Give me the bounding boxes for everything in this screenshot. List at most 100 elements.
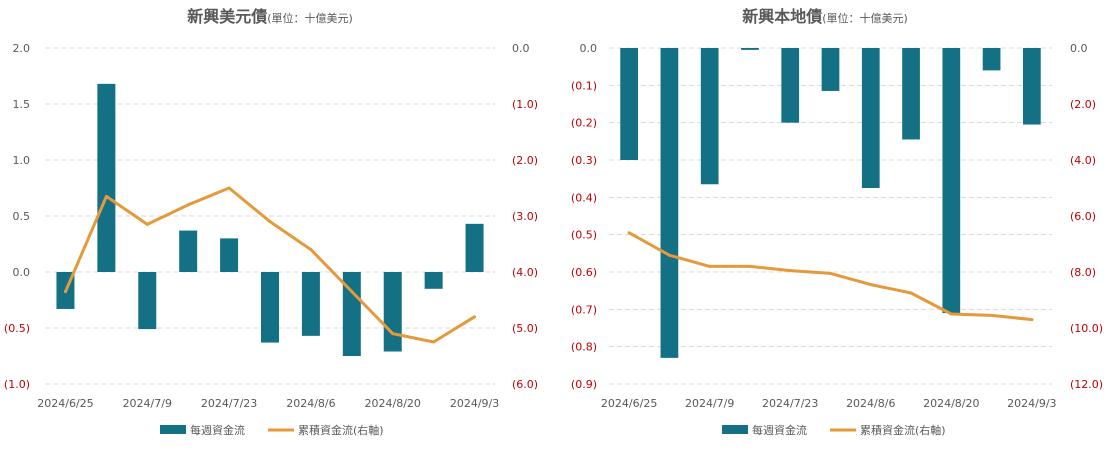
bar-weekly-flow xyxy=(138,272,157,330)
bar-weekly-flow xyxy=(220,238,239,272)
line-point-cumulative-flow xyxy=(708,264,712,268)
x-tick-label: 2024/7/9 xyxy=(123,397,172,410)
y-tick-label-left: (1.0) xyxy=(4,378,30,391)
y-tick-label-left: (0.8) xyxy=(571,341,597,354)
legend: 每週資金流 累積資金流(右軸) xyxy=(722,423,946,437)
x-tick-label: 2024/6/25 xyxy=(37,397,93,410)
y-tick-label-left: (0.9) xyxy=(571,378,597,391)
legend-label-bar: 每週資金流 xyxy=(190,423,245,437)
x-tick-label: 2024/6/25 xyxy=(601,397,657,410)
chart-svg-left: 新興美元債(單位：十億美元) 2.0 1.5 1.0 0.5 0.0 (0.5) (1.0) 0… xyxy=(4,7,538,437)
line-point-cumulative-flow xyxy=(145,222,149,226)
x-tick-label: 2024/8/6 xyxy=(286,397,335,410)
bar-weekly-flow xyxy=(301,272,320,336)
bar-weekly-flow xyxy=(424,272,443,289)
y-tick-label-left: (0.5) xyxy=(571,229,597,242)
y-tick-label-left: (0.5) xyxy=(4,322,30,335)
bar-weekly-flow xyxy=(982,48,1001,71)
line-point-cumulative-flow xyxy=(949,312,953,316)
y-tick-label-right: (8.0) xyxy=(1070,266,1096,279)
x-tick-label: 2024/8/20 xyxy=(365,397,421,410)
x-tick-label: 2024/7/23 xyxy=(762,397,818,410)
line-point-cumulative-flow xyxy=(104,194,108,198)
y-tick-label-right: 0.0 xyxy=(1070,42,1088,55)
chart-title: 新興本地債(單位：十億美元) xyxy=(742,7,908,26)
legend-label-line: 累積資金流(右軸) xyxy=(298,423,384,437)
chart-svg-right: 新興本地債(單位：十億美元) 0.0 (0.1) (0.2) (0.3) (0.4) (0.… xyxy=(571,7,1103,437)
line-point-cumulative-flow xyxy=(391,332,395,336)
y-tick-label-right: (5.0) xyxy=(512,322,538,335)
line-point-cumulative-flow xyxy=(990,313,994,317)
chart-subtitle: (單位：十億美元) xyxy=(822,11,908,25)
y-tick-label-right: (10.0) xyxy=(1070,322,1103,335)
bar-weekly-flow xyxy=(660,48,679,358)
y-tick-label-left: (0.3) xyxy=(571,154,597,167)
bar-weekly-flow xyxy=(781,48,800,123)
y-tick-label-right: (4.0) xyxy=(1070,154,1096,167)
y-tick-label-left: (0.7) xyxy=(571,303,597,316)
y-tick-label-left: (0.2) xyxy=(571,117,597,130)
chart-emerging-local-bonds: 新興本地債(單位：十億美元) 0.0 (0.1) (0.2) (0.3) (0.4) (0.… xyxy=(557,0,1114,452)
line-point-cumulative-flow xyxy=(1030,318,1034,322)
chart-title-main: 新興本地債 xyxy=(742,7,822,26)
line-point-cumulative-flow xyxy=(350,290,354,294)
line-point-cumulative-flow xyxy=(186,203,190,207)
line-point-cumulative-flow xyxy=(869,283,873,287)
y-tick-label-right: (4.0) xyxy=(512,266,538,279)
legend: 每週資金流 累積資金流(右軸) xyxy=(160,423,384,437)
y-tick-label-right: (6.0) xyxy=(512,378,538,391)
y-tick-label-right: (12.0) xyxy=(1070,378,1103,391)
y-tick-label-right: (2.0) xyxy=(512,154,538,167)
line-point-cumulative-flow xyxy=(748,264,752,268)
bar-weekly-flow xyxy=(861,48,880,188)
x-tick-label: 2024/7/23 xyxy=(201,397,257,410)
bar-weekly-flow xyxy=(700,48,719,185)
y-tick-label-left: 0.0 xyxy=(13,266,31,279)
bar-weekly-flow xyxy=(942,48,961,314)
x-tick-label: 2024/9/3 xyxy=(450,397,499,410)
y-tick-label-left: (0.6) xyxy=(571,266,597,279)
line-point-cumulative-flow xyxy=(63,290,67,294)
line-point-cumulative-flow xyxy=(909,291,913,295)
line-point-cumulative-flow xyxy=(432,340,436,344)
line-point-cumulative-flow xyxy=(829,271,832,275)
chart-title: 新興美元債(單位：十億美元) xyxy=(187,7,353,26)
bar-weekly-flow xyxy=(902,48,920,140)
line-point-cumulative-flow xyxy=(268,220,272,224)
y-tick-label-left: 0.5 xyxy=(13,210,31,223)
x-tick-label: 2024/8/20 xyxy=(923,397,979,410)
line-cumulative-flow xyxy=(627,231,1034,322)
bar-weekly-flow xyxy=(97,83,116,272)
y-tick-label-left: (0.4) xyxy=(571,191,597,204)
chart-title-main: 新興美元債 xyxy=(187,7,267,26)
line-point-cumulative-flow xyxy=(788,269,792,273)
y-tick-label-right: (3.0) xyxy=(512,210,538,223)
y-tick-label-left: 1.5 xyxy=(13,98,31,111)
y-tick-label-left: 2.0 xyxy=(13,42,31,55)
bar-weekly-flow xyxy=(821,48,840,91)
y-tick-label-left: 0.0 xyxy=(580,42,598,55)
line-point-cumulative-flow xyxy=(309,248,313,252)
legend-swatch-bar xyxy=(160,425,186,434)
chart-subtitle: (單位：十億美元) xyxy=(267,11,353,25)
line-point-cumulative-flow xyxy=(627,231,631,235)
y-tick-label-right: (1.0) xyxy=(512,98,538,111)
y-tick-label-left: 1.0 xyxy=(13,154,31,167)
line-point-cumulative-flow xyxy=(667,253,671,257)
legend-swatch-bar xyxy=(722,425,748,434)
x-tick-label: 2024/7/9 xyxy=(685,397,734,410)
x-tick-label: 2024/8/6 xyxy=(846,397,895,410)
y-tick-label-right: (2.0) xyxy=(1070,98,1096,111)
y-tick-label-right: (6.0) xyxy=(1070,210,1096,223)
bar-weekly-flow xyxy=(261,272,279,343)
legend-label-line: 累積資金流(右軸) xyxy=(860,423,946,437)
legend-label-bar: 每週資金流 xyxy=(752,423,807,437)
bar-weekly-flow xyxy=(741,48,759,50)
y-tick-label-right: 0.0 xyxy=(512,42,530,55)
bar-weekly-flow xyxy=(620,48,638,160)
y-tick-label-left: (0.1) xyxy=(571,79,597,92)
bar-weekly-flow xyxy=(465,223,484,272)
bar-weekly-flow xyxy=(1023,48,1041,125)
bar-weekly-flow xyxy=(179,230,198,272)
line-point-cumulative-flow xyxy=(227,186,231,190)
